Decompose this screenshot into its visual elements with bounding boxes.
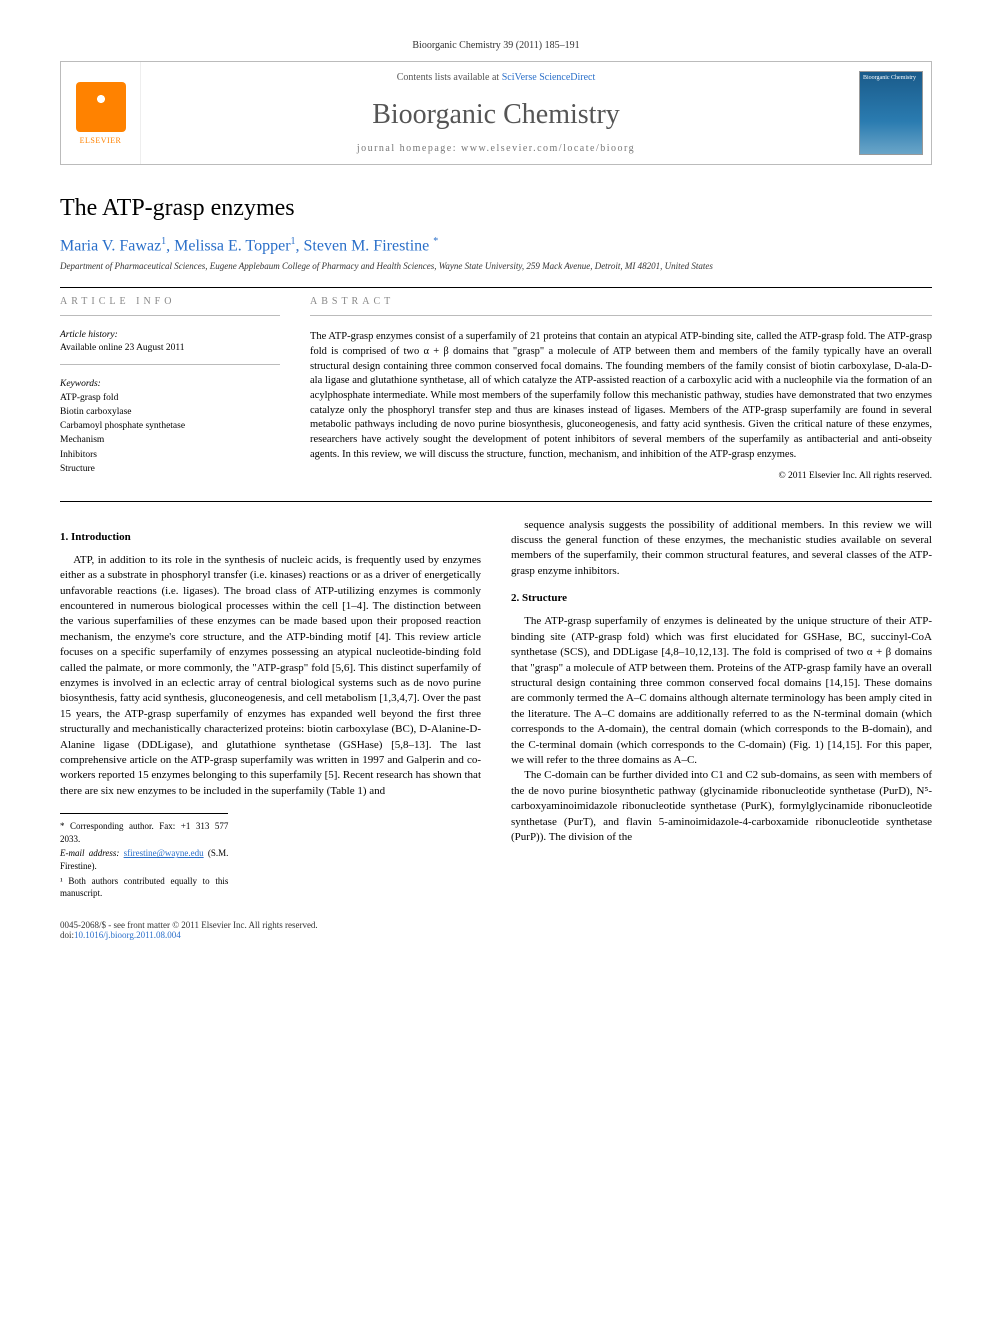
authors-line: Maria V. Fawaz1, Melissa E. Topper1, Ste… (60, 236, 932, 255)
equal-contribution-note: ¹ Both authors contributed equally to th… (60, 875, 228, 900)
homepage-url[interactable]: www.elsevier.com/locate/bioorg (461, 143, 635, 154)
journal-title: Bioorganic Chemistry (161, 99, 831, 131)
divider-bottom (60, 501, 932, 502)
abstract-text: The ATP-grasp enzymes consist of a super… (310, 330, 932, 462)
keywords-list: ATP-grasp fold Biotin carboxylase Carbam… (60, 391, 280, 477)
keyword-item: Biotin carboxylase (60, 405, 280, 419)
doi-line: doi:10.1016/j.bioorg.2011.08.004 (60, 930, 932, 940)
author-2-note: 1 (291, 236, 296, 247)
email-note: E-mail address: sfirestine@wayne.edu (S.… (60, 847, 228, 872)
abstract: ABSTRACT The ATP-grasp enzymes consist o… (310, 296, 932, 480)
keywords-label: Keywords: (60, 379, 280, 389)
footer: 0045-2068/$ - see front matter © 2011 El… (60, 920, 932, 940)
abstract-copyright: © 2011 Elsevier Inc. All rights reserved… (310, 471, 932, 481)
history-label: Article history: (60, 330, 280, 340)
keyword-item: Structure (60, 462, 280, 476)
divider-top (60, 287, 932, 288)
contents-prefix: Contents lists available at (397, 72, 502, 83)
journal-homepage: journal homepage: www.elsevier.com/locat… (161, 143, 831, 154)
section-heading-intro: 1. Introduction (60, 530, 481, 545)
header-center: Contents lists available at SciVerse Sci… (141, 62, 851, 164)
structure-paragraph-2: The C-domain can be further divided into… (511, 768, 932, 845)
structure-paragraph-1: The ATP-grasp superfamily of enzymes is … (511, 614, 932, 768)
journal-citation: Bioorganic Chemistry 39 (2011) 185–191 (60, 40, 932, 51)
affiliation: Department of Pharmaceutical Sciences, E… (60, 261, 932, 271)
elsevier-label: ELSEVIER (80, 136, 122, 145)
email-link[interactable]: sfirestine@wayne.edu (124, 848, 204, 858)
info-abstract-row: ARTICLE INFO Article history: Available … (60, 296, 932, 480)
email-label: E-mail address: (60, 848, 119, 858)
keyword-item: ATP-grasp fold (60, 391, 280, 405)
author-1-note: 1 (161, 236, 166, 247)
history-text: Available online 23 August 2011 (60, 342, 280, 355)
article-title: The ATP-grasp enzymes (60, 195, 932, 222)
keyword-item: Carbamoyl phosphate synthetase (60, 419, 280, 433)
info-rule-1 (60, 315, 280, 316)
doi-label: doi: (60, 930, 74, 940)
journal-header: ELSEVIER Contents lists available at Sci… (60, 61, 932, 165)
author-3-note: * (433, 236, 438, 247)
elsevier-logo: ELSEVIER (61, 62, 141, 164)
elsevier-tree-icon (76, 82, 126, 132)
front-matter-line: 0045-2068/$ - see front matter © 2011 El… (60, 920, 932, 930)
corresponding-author-note: * Corresponding author. Fax: +1 313 577 … (60, 820, 228, 845)
cover-image: Bioorganic Chemistry (859, 71, 923, 155)
sciencedirect-link[interactable]: SciVerse ScienceDirect (502, 72, 596, 83)
abstract-rule (310, 315, 932, 316)
footnotes: * Corresponding author. Fax: +1 313 577 … (60, 813, 228, 900)
author-1[interactable]: Maria V. Fawaz (60, 237, 161, 254)
info-rule-2 (60, 364, 280, 365)
intro-paragraph-2: sequence analysis suggests the possibili… (511, 518, 932, 580)
journal-cover-thumb: Bioorganic Chemistry (851, 62, 931, 164)
body-text: 1. Introduction ATP, in addition to its … (60, 518, 932, 900)
section-heading-structure: 2. Structure (511, 591, 932, 606)
intro-paragraph-1: ATP, in addition to its role in the synt… (60, 553, 481, 799)
keyword-item: Mechanism (60, 433, 280, 447)
article-info-label: ARTICLE INFO (60, 296, 280, 307)
doi-link[interactable]: 10.1016/j.bioorg.2011.08.004 (74, 930, 181, 940)
article-info: ARTICLE INFO Article history: Available … (60, 296, 280, 480)
author-3[interactable]: Steven M. Firestine (304, 237, 430, 254)
homepage-prefix: journal homepage: (357, 143, 461, 154)
keyword-item: Inhibitors (60, 448, 280, 462)
contents-available-line: Contents lists available at SciVerse Sci… (161, 72, 831, 83)
abstract-label: ABSTRACT (310, 296, 932, 307)
author-2[interactable]: Melissa E. Topper (174, 237, 290, 254)
